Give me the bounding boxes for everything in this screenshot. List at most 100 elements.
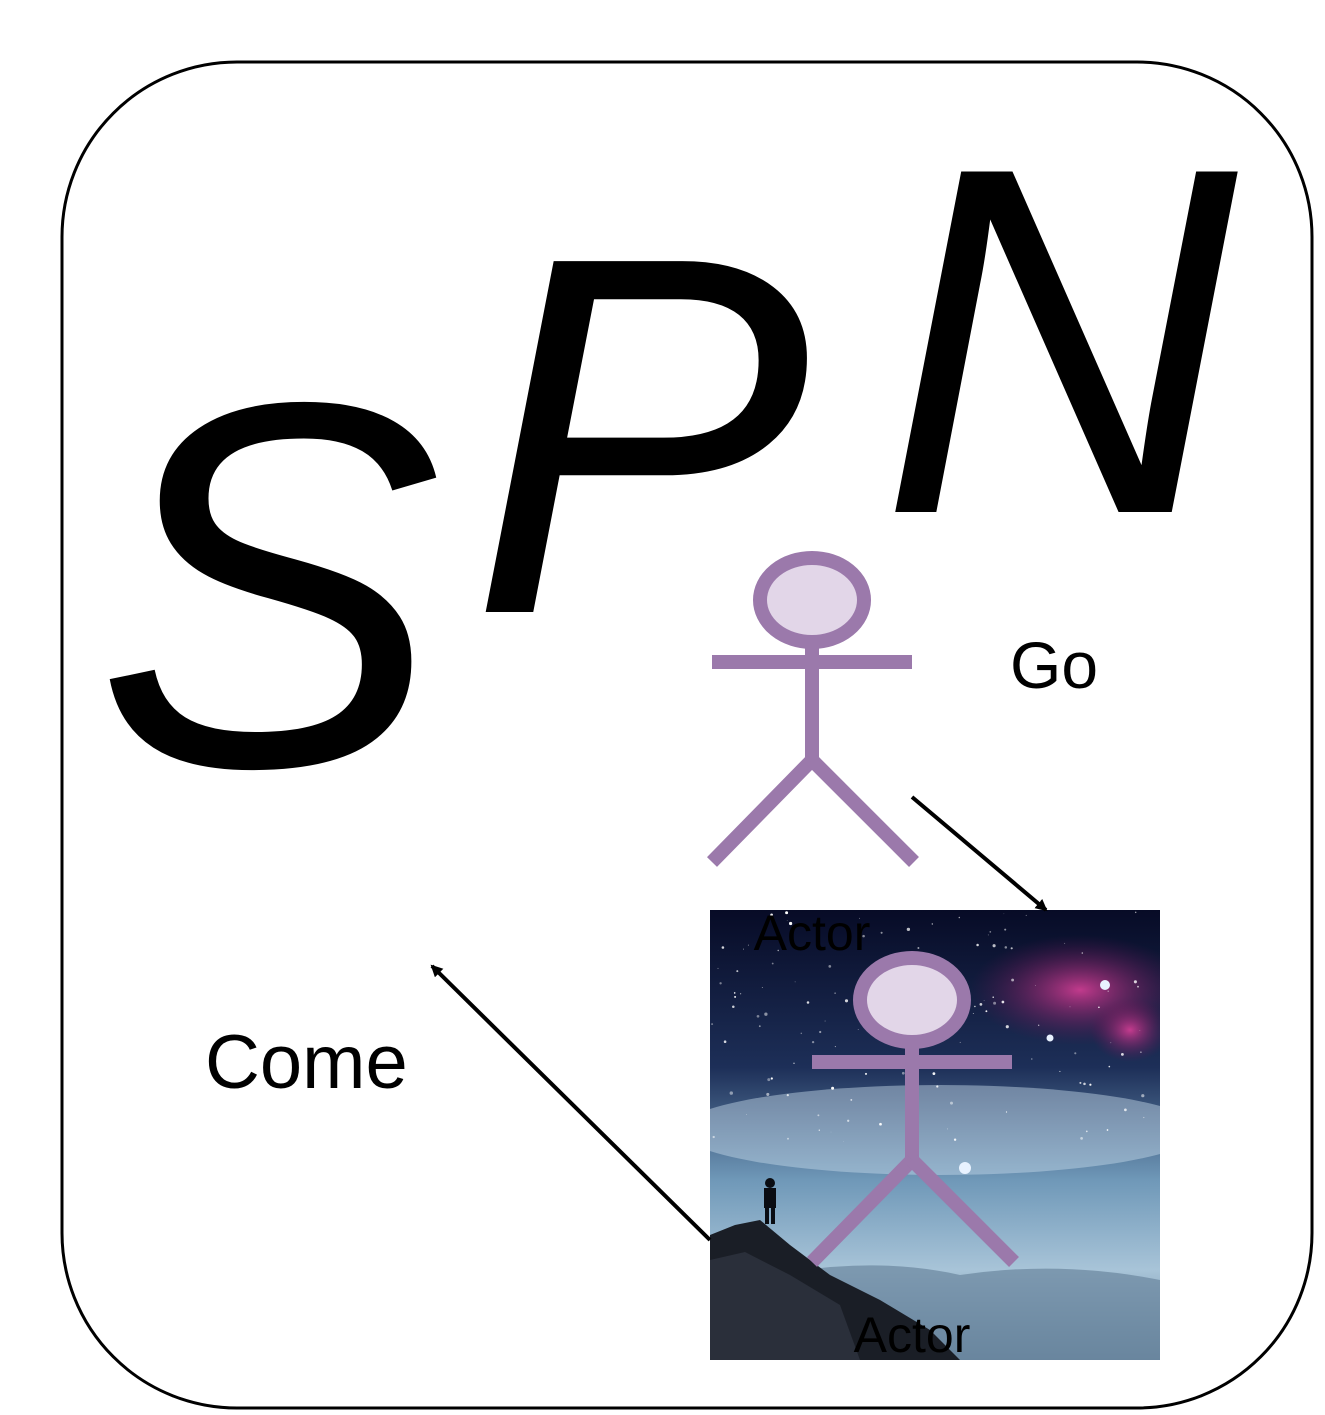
star xyxy=(862,934,865,938)
go-label: Go xyxy=(1010,628,1098,702)
star xyxy=(1004,928,1007,931)
star xyxy=(729,1091,733,1095)
star xyxy=(1025,914,1027,916)
star xyxy=(1074,1052,1077,1055)
star xyxy=(786,1094,789,1097)
come-arrow xyxy=(430,964,712,1242)
star xyxy=(959,1041,961,1043)
logo-letter-s: S xyxy=(95,295,442,876)
star xyxy=(1085,1130,1088,1133)
star xyxy=(1134,911,1137,914)
star xyxy=(880,931,883,934)
star xyxy=(1034,985,1036,986)
star xyxy=(834,1046,836,1048)
star xyxy=(989,931,992,933)
star xyxy=(1107,990,1109,992)
star xyxy=(864,1072,868,1075)
star xyxy=(1011,978,1015,982)
star xyxy=(719,982,722,985)
actor-bottom[interactable] xyxy=(807,951,1019,1267)
hiker-silhouette xyxy=(764,1178,776,1224)
star xyxy=(712,1135,715,1139)
bright-star xyxy=(959,1162,971,1174)
star xyxy=(906,927,911,932)
star xyxy=(831,1086,835,1090)
star xyxy=(1120,1052,1124,1056)
star xyxy=(987,934,989,936)
star xyxy=(1081,952,1084,954)
star xyxy=(767,1078,771,1082)
star xyxy=(1005,1025,1009,1029)
star xyxy=(1059,1070,1061,1072)
star xyxy=(947,1128,948,1130)
star xyxy=(793,1062,795,1064)
star xyxy=(787,1137,789,1140)
logo-letter-n: N xyxy=(880,64,1244,617)
star xyxy=(1106,1129,1109,1131)
star xyxy=(761,987,763,988)
star xyxy=(734,995,737,998)
star xyxy=(777,949,779,952)
star xyxy=(1140,1051,1142,1053)
star xyxy=(879,1122,882,1126)
star xyxy=(917,947,920,949)
star xyxy=(993,1001,997,1005)
star xyxy=(824,1020,826,1022)
star xyxy=(1124,1108,1127,1112)
go-arrow xyxy=(910,795,1048,912)
star xyxy=(733,992,736,994)
star xyxy=(806,1001,810,1004)
star xyxy=(932,1072,936,1075)
star xyxy=(1089,1083,1092,1086)
actor-top[interactable] xyxy=(707,551,919,867)
star xyxy=(817,1114,820,1117)
star xyxy=(764,1012,768,1016)
star xyxy=(1143,1116,1145,1119)
star xyxy=(1080,1137,1083,1140)
star xyxy=(847,1119,850,1122)
star xyxy=(1110,1042,1112,1044)
star xyxy=(811,1040,815,1044)
star xyxy=(850,1098,853,1101)
star xyxy=(739,993,742,995)
star xyxy=(1004,946,1008,949)
star xyxy=(958,916,961,919)
come-label: Come xyxy=(205,1020,408,1105)
star xyxy=(974,1005,976,1008)
actor-label-top: Actor xyxy=(754,905,871,961)
night-sky-mountain-image xyxy=(710,910,1160,1360)
star xyxy=(756,1014,760,1018)
star xyxy=(901,1071,905,1075)
star xyxy=(785,911,789,915)
star xyxy=(1010,947,1013,950)
star xyxy=(766,1092,770,1096)
star xyxy=(1031,1058,1033,1060)
star xyxy=(983,999,985,1001)
star xyxy=(1133,980,1137,984)
star xyxy=(736,970,739,973)
star xyxy=(859,917,860,919)
star xyxy=(1069,1006,1071,1008)
star xyxy=(1064,942,1066,944)
star xyxy=(717,967,719,969)
star xyxy=(931,923,933,925)
star xyxy=(830,1131,832,1133)
star xyxy=(1001,1000,1005,1004)
star xyxy=(842,1141,844,1143)
stick-figure-icon xyxy=(807,951,1019,1267)
star xyxy=(1003,913,1005,915)
star xyxy=(770,913,773,917)
rounded-frame xyxy=(60,60,1314,1410)
bright-star xyxy=(1100,980,1110,990)
star xyxy=(857,1028,859,1030)
star xyxy=(992,944,996,948)
star xyxy=(800,1032,803,1035)
star xyxy=(976,943,979,947)
star xyxy=(747,944,749,946)
star xyxy=(844,999,849,1003)
star xyxy=(1141,1094,1145,1098)
star xyxy=(953,1138,957,1141)
star xyxy=(1137,985,1139,988)
star xyxy=(1098,1006,1100,1009)
